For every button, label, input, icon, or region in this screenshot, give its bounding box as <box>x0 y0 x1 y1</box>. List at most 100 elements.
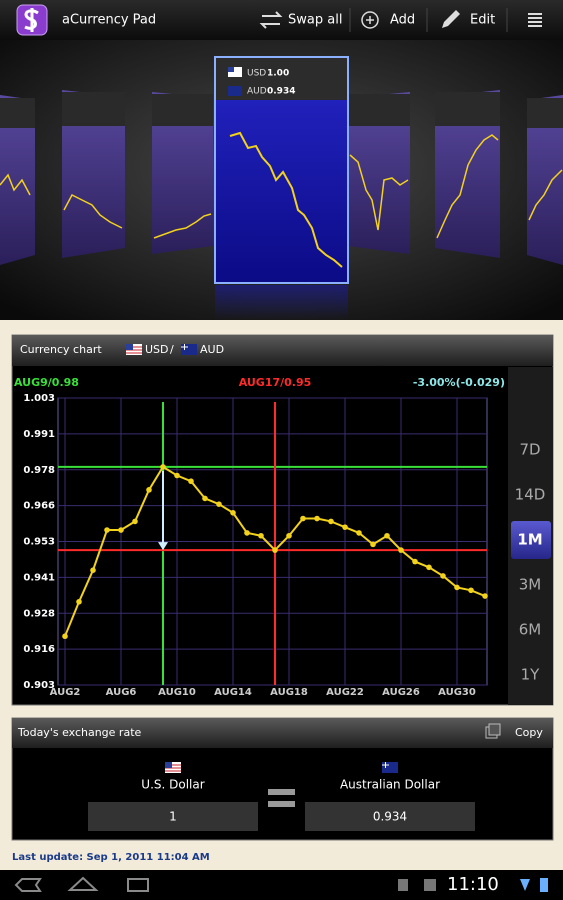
home-button[interactable] <box>67 876 99 891</box>
sparkline <box>528 169 563 221</box>
to-amount-input[interactable] <box>305 802 475 831</box>
add-icon-plus <box>366 16 374 24</box>
y-tick-label: 0.928 <box>23 608 55 619</box>
crosshair-label: AUG17/0.95 <box>239 376 312 389</box>
range-button[interactable]: 14D <box>515 486 546 504</box>
pair-quote: AUD <box>200 343 224 356</box>
converter-title: Today's exchange rate <box>17 726 142 739</box>
status-icon <box>398 879 408 891</box>
data-point <box>104 527 110 533</box>
add-button[interactable]: Add <box>390 13 415 28</box>
currency-card[interactable] <box>435 90 500 258</box>
equals-sign <box>268 801 295 807</box>
back-button[interactable] <box>14 878 42 892</box>
flag-au <box>181 344 197 355</box>
data-point <box>62 633 68 640</box>
data-point <box>412 558 418 565</box>
y-tick-label: 0.991 <box>23 429 55 440</box>
currency-card[interactable] <box>527 95 563 265</box>
chart-panel-title: Currency chart <box>20 343 102 356</box>
y-tick-label: 0.903 <box>23 680 55 691</box>
sparkline <box>0 173 31 196</box>
data-point <box>174 472 180 479</box>
x-tick-label: AUG2 <box>50 687 81 698</box>
menu-button[interactable] <box>528 13 542 27</box>
data-point <box>90 567 96 573</box>
range-button[interactable]: 6M <box>519 621 542 639</box>
flag-au <box>382 762 398 773</box>
crosshair-label: AUG9/0.98 <box>14 376 79 389</box>
data-point <box>440 573 446 579</box>
data-point <box>202 495 208 502</box>
x-tick-label: AUG6 <box>106 687 137 698</box>
card-code: AUD <box>247 87 267 97</box>
x-tick-label: AUG30 <box>438 687 476 698</box>
converter-header <box>12 718 553 748</box>
from-currency-name: U.S. Dollar <box>141 778 204 792</box>
data-point <box>384 532 390 539</box>
y-tick-label: 0.978 <box>23 465 55 476</box>
edit-icon <box>442 10 460 28</box>
data-point <box>230 510 236 516</box>
swap-all-button[interactable]: Swap all <box>288 13 342 28</box>
copy-button[interactable]: Copy <box>515 726 543 739</box>
edit-button[interactable]: Edit <box>470 13 495 28</box>
flag-us-canton <box>165 762 172 768</box>
card-rate: 1.00 <box>267 69 289 79</box>
currency-card[interactable] <box>348 92 410 254</box>
change-arrowhead <box>158 542 168 551</box>
recents-button[interactable] <box>127 878 149 892</box>
from-amount-input[interactable] <box>88 802 258 831</box>
data-point <box>132 518 138 525</box>
card-header <box>0 98 35 128</box>
data-point <box>468 587 474 594</box>
wifi-icon <box>520 879 530 891</box>
currency-card[interactable] <box>0 95 35 265</box>
y-tick-label: 0.966 <box>23 501 55 512</box>
data-point <box>482 593 488 599</box>
add-icon <box>361 11 379 29</box>
card-header <box>527 98 563 128</box>
range-button[interactable]: 3M <box>519 576 542 594</box>
data-point <box>272 547 278 553</box>
flag-au <box>228 86 242 96</box>
card-header <box>348 94 410 126</box>
data-point <box>356 530 362 536</box>
pair-separator: / <box>170 343 174 356</box>
range-button[interactable]: 1Y <box>521 666 541 684</box>
range-buttons: 7D 14D 1M 3M 6M 1Y <box>511 441 551 684</box>
x-tick-label: AUG18 <box>270 687 308 698</box>
flag-au-cross <box>181 344 188 350</box>
app-icon-glyph <box>24 8 39 32</box>
range-button[interactable]: 7D <box>519 441 540 459</box>
chart-panel-header <box>12 335 553 366</box>
data-point <box>258 532 264 539</box>
pair-base: USD <box>145 343 169 356</box>
to-currency-name: Australian Dollar <box>340 778 440 792</box>
card-code: USD <box>247 69 266 79</box>
range-button-selected[interactable] <box>511 521 551 559</box>
active-sparkline <box>229 131 343 268</box>
from-amount: 1 <box>169 810 177 824</box>
system-bar <box>0 870 563 900</box>
data-point <box>244 530 250 536</box>
x-tick-label: AUG10 <box>158 687 196 698</box>
range-button[interactable]: 1M <box>517 531 542 549</box>
copy-icon <box>488 723 501 736</box>
action-bar <box>0 0 563 40</box>
data-point <box>188 478 194 485</box>
flag-au-cross <box>382 762 389 768</box>
equals-sign <box>268 789 295 795</box>
y-tick-label: 1.003 <box>23 393 55 404</box>
data-point <box>216 501 222 507</box>
sparkline <box>436 134 499 239</box>
currency-card[interactable] <box>152 92 213 254</box>
data-point <box>328 518 334 525</box>
x-tick-label: AUG26 <box>382 687 420 698</box>
side-cards <box>0 90 563 265</box>
data-point <box>370 541 376 548</box>
currency-card[interactable] <box>62 90 125 258</box>
card-header <box>435 92 500 126</box>
